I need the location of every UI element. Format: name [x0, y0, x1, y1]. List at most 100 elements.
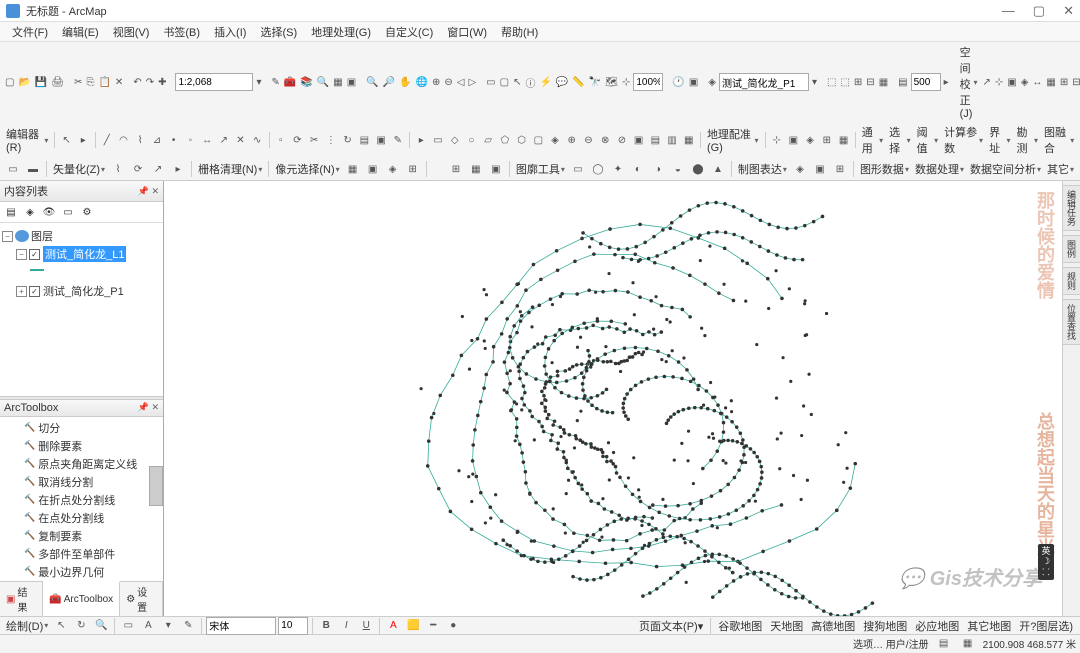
rotate-icon[interactable]: ↻ — [340, 131, 355, 149]
close-button[interactable]: ✕ — [1063, 3, 1074, 19]
tool-item[interactable]: 在折点处分割线 — [2, 491, 161, 509]
delete-button[interactable]: ✕ — [114, 73, 124, 91]
status-extra[interactable]: 选项… 用户/注册 — [853, 636, 929, 651]
tab-arctoolbox[interactable]: 🧰ArcToolbox — [43, 581, 120, 616]
spatial-adj-drop[interactable]: 空间校正(J) — [958, 44, 980, 120]
menu-edit[interactable]: 编辑(E) — [56, 22, 105, 42]
px-icon2[interactable]: ▣ — [364, 160, 382, 178]
straight-segment-icon[interactable]: ╱ — [99, 131, 114, 149]
vec-icon3[interactable]: ↗ — [149, 160, 167, 178]
list-by-source-icon[interactable]: ◈ — [21, 204, 39, 220]
layer-combo[interactable] — [719, 73, 809, 91]
font-combo[interactable] — [206, 617, 276, 635]
callout-icon[interactable]: ▾ — [159, 617, 177, 635]
add-data-button[interactable]: ✚ — [157, 73, 167, 91]
sa-icon4[interactable]: ◈ — [1020, 73, 1030, 91]
sb-icon1[interactable]: ▤ — [935, 635, 953, 653]
pan-icon[interactable]: ✋ — [398, 73, 412, 91]
scale-dropdown[interactable]: ▾ — [255, 73, 262, 91]
edit-tool-icon[interactable]: ↖ — [59, 131, 74, 149]
fill-color-icon[interactable]: 🟨 — [404, 617, 422, 635]
tree-toggle-icon[interactable]: − — [2, 231, 13, 242]
grid-icon2[interactable]: ▦ — [467, 160, 485, 178]
data-proc-drop[interactable]: 数据处理 — [913, 161, 966, 177]
end-point-icon[interactable]: ◦ — [183, 131, 198, 149]
ct-icon5[interactable]: ◑ — [649, 160, 667, 178]
sel-icon2[interactable]: ◇ — [447, 131, 462, 149]
threshold-drop[interactable]: 阈值 — [915, 124, 940, 156]
arc-segment-icon[interactable]: ◠ — [116, 131, 131, 149]
font-size-combo[interactable] — [278, 617, 308, 635]
intersection-icon[interactable]: ✕ — [233, 131, 248, 149]
status-layersel[interactable]: 开?图层选) — [1016, 618, 1076, 634]
sa-icon3[interactable]: ▣ — [1006, 73, 1017, 91]
sel-icon4[interactable]: ▱ — [481, 131, 496, 149]
gr-icon5[interactable]: ▦ — [836, 131, 851, 149]
edit-annotation-icon[interactable]: ▸ — [76, 131, 91, 149]
catalog-icon[interactable]: 📚 — [299, 73, 313, 91]
rotate-icon[interactable]: ↻ — [72, 617, 90, 635]
zoom-out-icon[interactable]: 🔎 — [382, 73, 396, 91]
status-google[interactable]: 谷歌地图 — [715, 618, 765, 634]
list-by-selection-icon[interactable]: ▭ — [59, 204, 77, 220]
vec-icon2[interactable]: ⟳ — [129, 160, 147, 178]
carto-tools-drop[interactable]: 图廓工具 — [514, 161, 567, 177]
layer-icon[interactable]: ◈ — [707, 73, 717, 91]
ptr-icon[interactable]: ▸ — [414, 131, 429, 149]
tree-layer-2[interactable]: + ✓ 测试_简化龙_P1 — [2, 282, 161, 300]
status-sougou[interactable]: 搜狗地图 — [860, 618, 910, 634]
tool-item[interactable]: 最小边界几何 — [2, 563, 161, 581]
tree-layer-1-symbol[interactable] — [2, 263, 161, 282]
paste-button[interactable]: 📋 — [97, 73, 111, 91]
tool-item[interactable]: 在点处分割线 — [2, 509, 161, 527]
gr-icon3[interactable]: ◈ — [803, 131, 818, 149]
list-by-visibility-icon[interactable]: 👁 — [40, 204, 58, 220]
sel-icon12[interactable]: ⊘ — [615, 131, 630, 149]
full-extent-icon[interactable]: 🌐 — [415, 73, 429, 91]
split-icon[interactable]: ⋮ — [324, 131, 339, 149]
save-button[interactable]: 💾 — [34, 73, 48, 91]
ct-icon8[interactable]: ▲ — [709, 160, 727, 178]
tool-item[interactable]: 原点夹角距离定义线 — [2, 455, 161, 473]
trace-icon[interactable]: ⌇ — [133, 131, 148, 149]
marker-color-icon[interactable]: ● — [444, 617, 462, 635]
reshape-icon[interactable]: ⟳ — [290, 131, 305, 149]
distance-icon[interactable]: ↔ — [200, 131, 215, 149]
sa-icon8[interactable]: ⊟ — [1071, 73, 1080, 91]
general-drop[interactable]: 通用 — [860, 124, 885, 156]
zoom-in-icon[interactable]: 🔍 — [365, 73, 379, 91]
sa-icon5[interactable]: ↔ — [1031, 73, 1043, 91]
midpoint-icon[interactable]: • — [166, 131, 181, 149]
text-icon[interactable]: A — [139, 617, 157, 635]
georef-drop[interactable]: 地理配准(G) — [705, 126, 761, 154]
graph-data-drop[interactable]: 图形数据 — [858, 161, 911, 177]
px-icon3[interactable]: ◈ — [384, 160, 402, 178]
tool-item[interactable]: 取消线分割 — [2, 473, 161, 491]
georef-icon4[interactable]: ⊟ — [865, 73, 875, 91]
ime-indicator[interactable]: 英☽⸬ — [1038, 544, 1054, 580]
new-button[interactable]: ▢ — [4, 73, 15, 91]
gr-icon4[interactable]: ⊞ — [819, 131, 834, 149]
ct-icon1[interactable]: ▭ — [569, 160, 587, 178]
sel-icon13[interactable]: ▣ — [631, 131, 646, 149]
px-icon4[interactable]: ⊞ — [404, 160, 422, 178]
tree-toggle-icon[interactable]: + — [16, 286, 27, 297]
merge-drop[interactable]: 图融合 — [1042, 124, 1076, 156]
menu-select[interactable]: 选择(S) — [254, 22, 303, 42]
status-bing[interactable]: 必应地图 — [912, 618, 962, 634]
measure-icon[interactable]: 📏 — [571, 73, 585, 91]
sa-icon6[interactable]: ▦ — [1045, 73, 1056, 91]
menu-customize[interactable]: 自定义(C) — [379, 22, 439, 42]
editor-drop[interactable]: 编辑器(R) — [4, 126, 50, 154]
direction-icon[interactable]: ↗ — [216, 131, 231, 149]
spatial-analysis-drop[interactable]: 数据空间分析 — [968, 161, 1043, 177]
html-popup-icon[interactable]: 💬 — [555, 73, 569, 91]
hyperlink-icon[interactable]: ⚡ — [538, 73, 552, 91]
pointer-icon[interactable]: ↖ — [52, 617, 70, 635]
tool-item[interactable]: 多部件至单部件 — [2, 545, 161, 563]
find-route-icon[interactable]: 🗺 — [604, 73, 619, 91]
prev-extent-icon[interactable]: ◁ — [456, 73, 466, 91]
georef-icon5[interactable]: ▦ — [878, 73, 889, 91]
right-tab-3[interactable]: 规则 — [1062, 267, 1080, 295]
sel-icon9[interactable]: ⊕ — [564, 131, 579, 149]
